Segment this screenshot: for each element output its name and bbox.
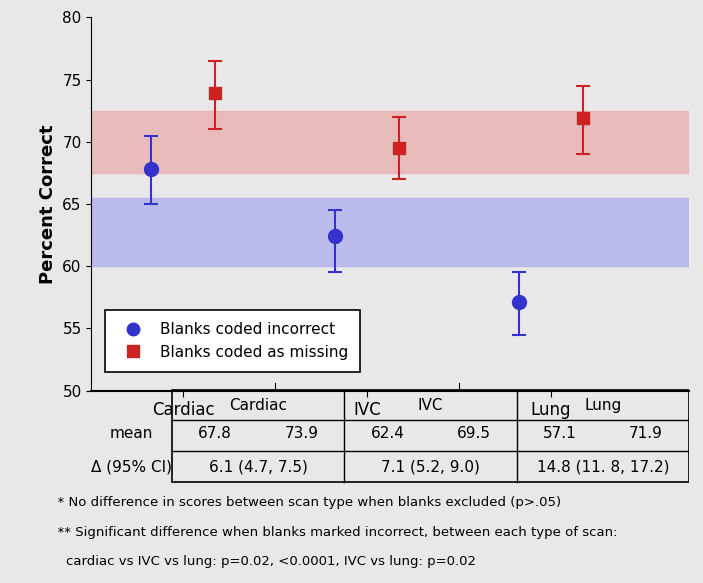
Text: 67.8: 67.8 [198, 426, 232, 441]
Text: mean: mean [110, 426, 153, 441]
Legend: Blanks coded incorrect, Blanks coded as missing: Blanks coded incorrect, Blanks coded as … [105, 310, 361, 372]
Bar [91, 111, 689, 173]
Text: IVC: IVC [418, 398, 444, 413]
Text: 7.1 (5.2, 9.0): 7.1 (5.2, 9.0) [381, 459, 480, 474]
Text: ** Significant difference when blanks marked incorrect, between each type of sca: ** Significant difference when blanks ma… [49, 525, 617, 539]
Text: 6.1 (4.7, 7.5): 6.1 (4.7, 7.5) [209, 459, 308, 474]
Text: 62.4: 62.4 [370, 426, 404, 441]
Text: 57.1: 57.1 [543, 426, 576, 441]
Text: Δ (95% CI): Δ (95% CI) [91, 459, 172, 474]
Text: 69.5: 69.5 [456, 426, 491, 441]
Text: Cardiac: Cardiac [229, 398, 288, 413]
Text: * No difference in scores between scan type when blanks excluded (p>.05): * No difference in scores between scan t… [49, 496, 560, 509]
Bar [172, 389, 689, 482]
Bar [91, 198, 689, 266]
Text: 71.9: 71.9 [629, 426, 663, 441]
Text: 14.8 (11. 8, 17.2): 14.8 (11. 8, 17.2) [536, 459, 669, 474]
Text: cardiac vs IVC vs lung: p=0.02, <0.0001, IVC vs lung: p=0.02: cardiac vs IVC vs lung: p=0.02, <0.0001,… [49, 555, 475, 568]
Text: Lung: Lung [584, 398, 621, 413]
Y-axis label: Percent Correct: Percent Correct [39, 124, 57, 284]
Text: 73.9: 73.9 [284, 426, 318, 441]
